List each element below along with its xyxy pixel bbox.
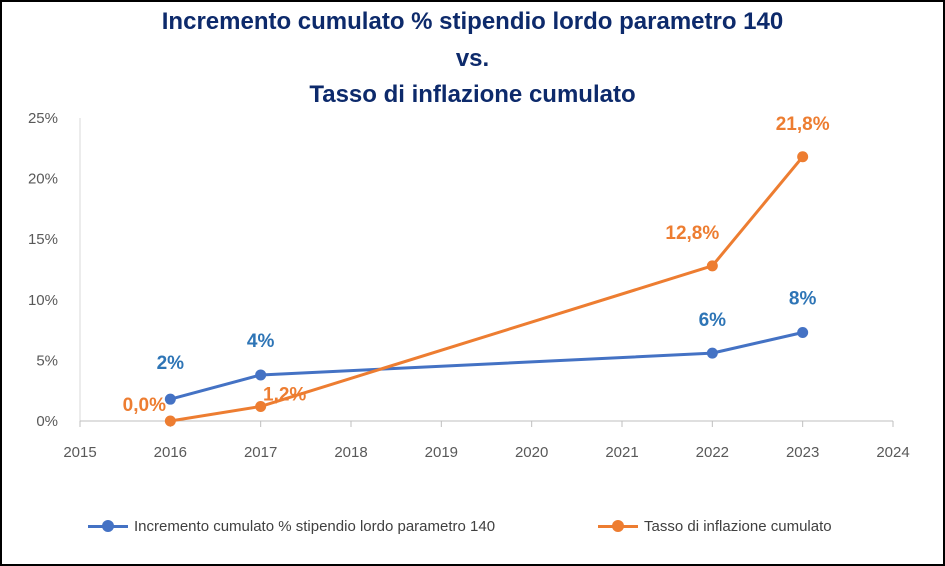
series-line-1 (169, 331, 804, 401)
y-tick-label: 15% (28, 231, 58, 248)
legend-label-stipendio: Incremento cumulato % stipendio lordo pa… (134, 517, 496, 535)
x-tick-label: 2015 (63, 444, 96, 461)
x-tick-label: 2019 (425, 444, 458, 461)
legend-item-inflazione: Tasso di inflazione cumulato (598, 514, 832, 538)
data-label-1: 4% (247, 331, 275, 352)
chart-title-line-1: Incremento cumulato % stipendio lordo pa… (161, 8, 784, 35)
x-tick-label: 2017 (244, 444, 277, 461)
y-tick-label: 25% (28, 110, 58, 127)
legend-label-inflazione: Tasso di inflazione cumulato (644, 517, 832, 535)
data-label-1: 2% (157, 353, 185, 374)
x-tick-label: 2024 (876, 444, 909, 461)
x-tick-label: 2021 (605, 444, 638, 461)
data-point-1 (164, 393, 176, 405)
data-label-2: 12,8% (665, 223, 719, 244)
y-tick-label: 10% (28, 292, 58, 309)
y-tick-label: 5% (36, 352, 58, 369)
data-label-2: 0,0% (123, 395, 166, 416)
x-tick-label: 2023 (786, 444, 819, 461)
data-label-1: 8% (789, 289, 817, 310)
chart-title-line-2: vs. (455, 45, 490, 72)
data-point-2 (706, 260, 718, 272)
x-tick-label: 2020 (515, 444, 548, 461)
data-label-1: 6% (699, 310, 727, 331)
y-tick-label: 0% (36, 413, 58, 430)
legend-marker-stipendio (88, 519, 128, 533)
series-line-2 (170, 155, 804, 423)
data-point-1 (797, 327, 809, 339)
x-tick-label: 2018 (334, 444, 367, 461)
data-point-1 (706, 347, 718, 359)
x-tick-label: 2016 (154, 444, 187, 461)
x-tick-label: 2022 (696, 444, 729, 461)
chart-title-line-3: Tasso di inflazione cumulato (309, 81, 636, 108)
data-point-2 (255, 400, 267, 412)
data-point-2 (797, 151, 809, 163)
data-point-2 (164, 415, 176, 427)
y-tick-label: 20% (28, 171, 58, 188)
data-label-2: 21,8% (776, 114, 830, 135)
legend-marker-inflazione (598, 519, 638, 533)
data-label-2: 1,2% (263, 384, 306, 405)
data-point-1 (255, 369, 267, 381)
legend-item-stipendio: Incremento cumulato % stipendio lordo pa… (88, 514, 495, 538)
